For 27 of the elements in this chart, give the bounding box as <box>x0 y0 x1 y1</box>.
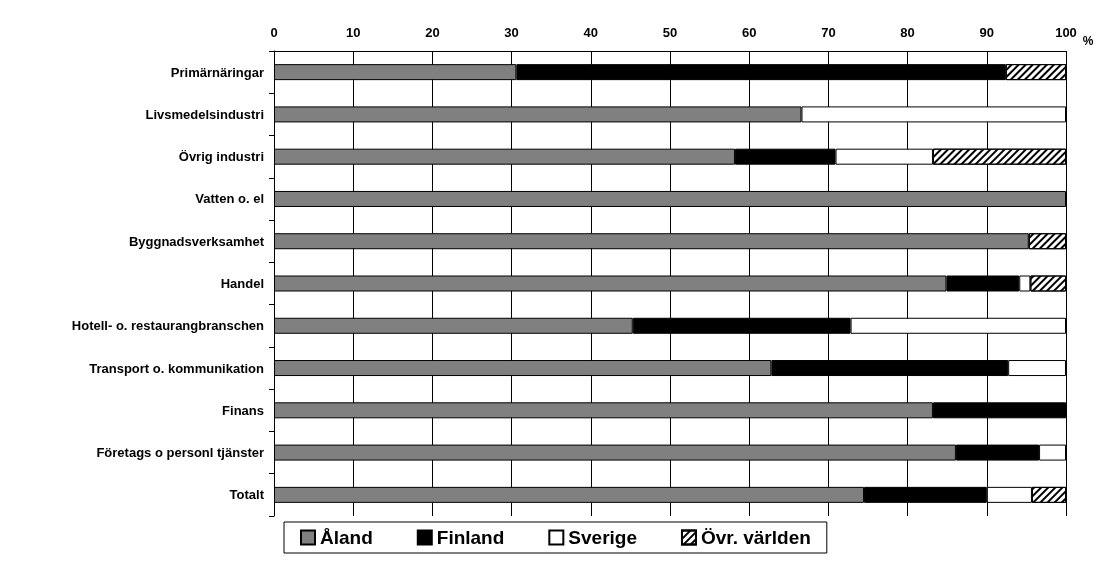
x-axis-title: % <box>1082 34 1094 48</box>
y-tick-label: Finans <box>222 402 264 418</box>
x-tick-label: 50 <box>662 25 678 40</box>
legend-label: Övr. världen <box>700 527 811 548</box>
x-tick-label: 80 <box>900 25 915 40</box>
x-tick-label: 60 <box>741 25 757 40</box>
y-tick-label: Primärnäringar <box>170 64 264 80</box>
x-tick-label: 90 <box>979 25 995 40</box>
y-tick-label: Övrig industri <box>178 149 264 165</box>
x-tick-label: 10 <box>345 25 361 40</box>
legend-label: Sverige <box>568 527 637 548</box>
y-tick-label: Totalt <box>229 487 265 503</box>
x-tick-label: 40 <box>583 25 599 40</box>
x-tick-label: 70 <box>821 25 836 40</box>
legend-label: Åland <box>320 527 373 548</box>
x-tick-label: 0 <box>270 25 278 40</box>
y-tick-label: Transport o. kommunikation <box>89 360 265 376</box>
y-tick-label: Livsmedelsindustri <box>145 106 264 122</box>
y-tick-label: Hotell- o. restaurangbranschen <box>71 318 265 334</box>
x-tick-label: 30 <box>504 25 519 40</box>
y-tick-label: Vatten o. el <box>195 191 264 207</box>
legend-label: Finland <box>436 527 505 548</box>
y-tick-label: Handel <box>220 276 264 291</box>
y-tick-label: Byggnadsverksamhet <box>128 233 265 249</box>
y-tick-label: Företags o personl tjänster <box>96 445 264 461</box>
x-tick-label: 20 <box>425 25 440 40</box>
x-tick-label: 100 <box>1055 25 1077 40</box>
